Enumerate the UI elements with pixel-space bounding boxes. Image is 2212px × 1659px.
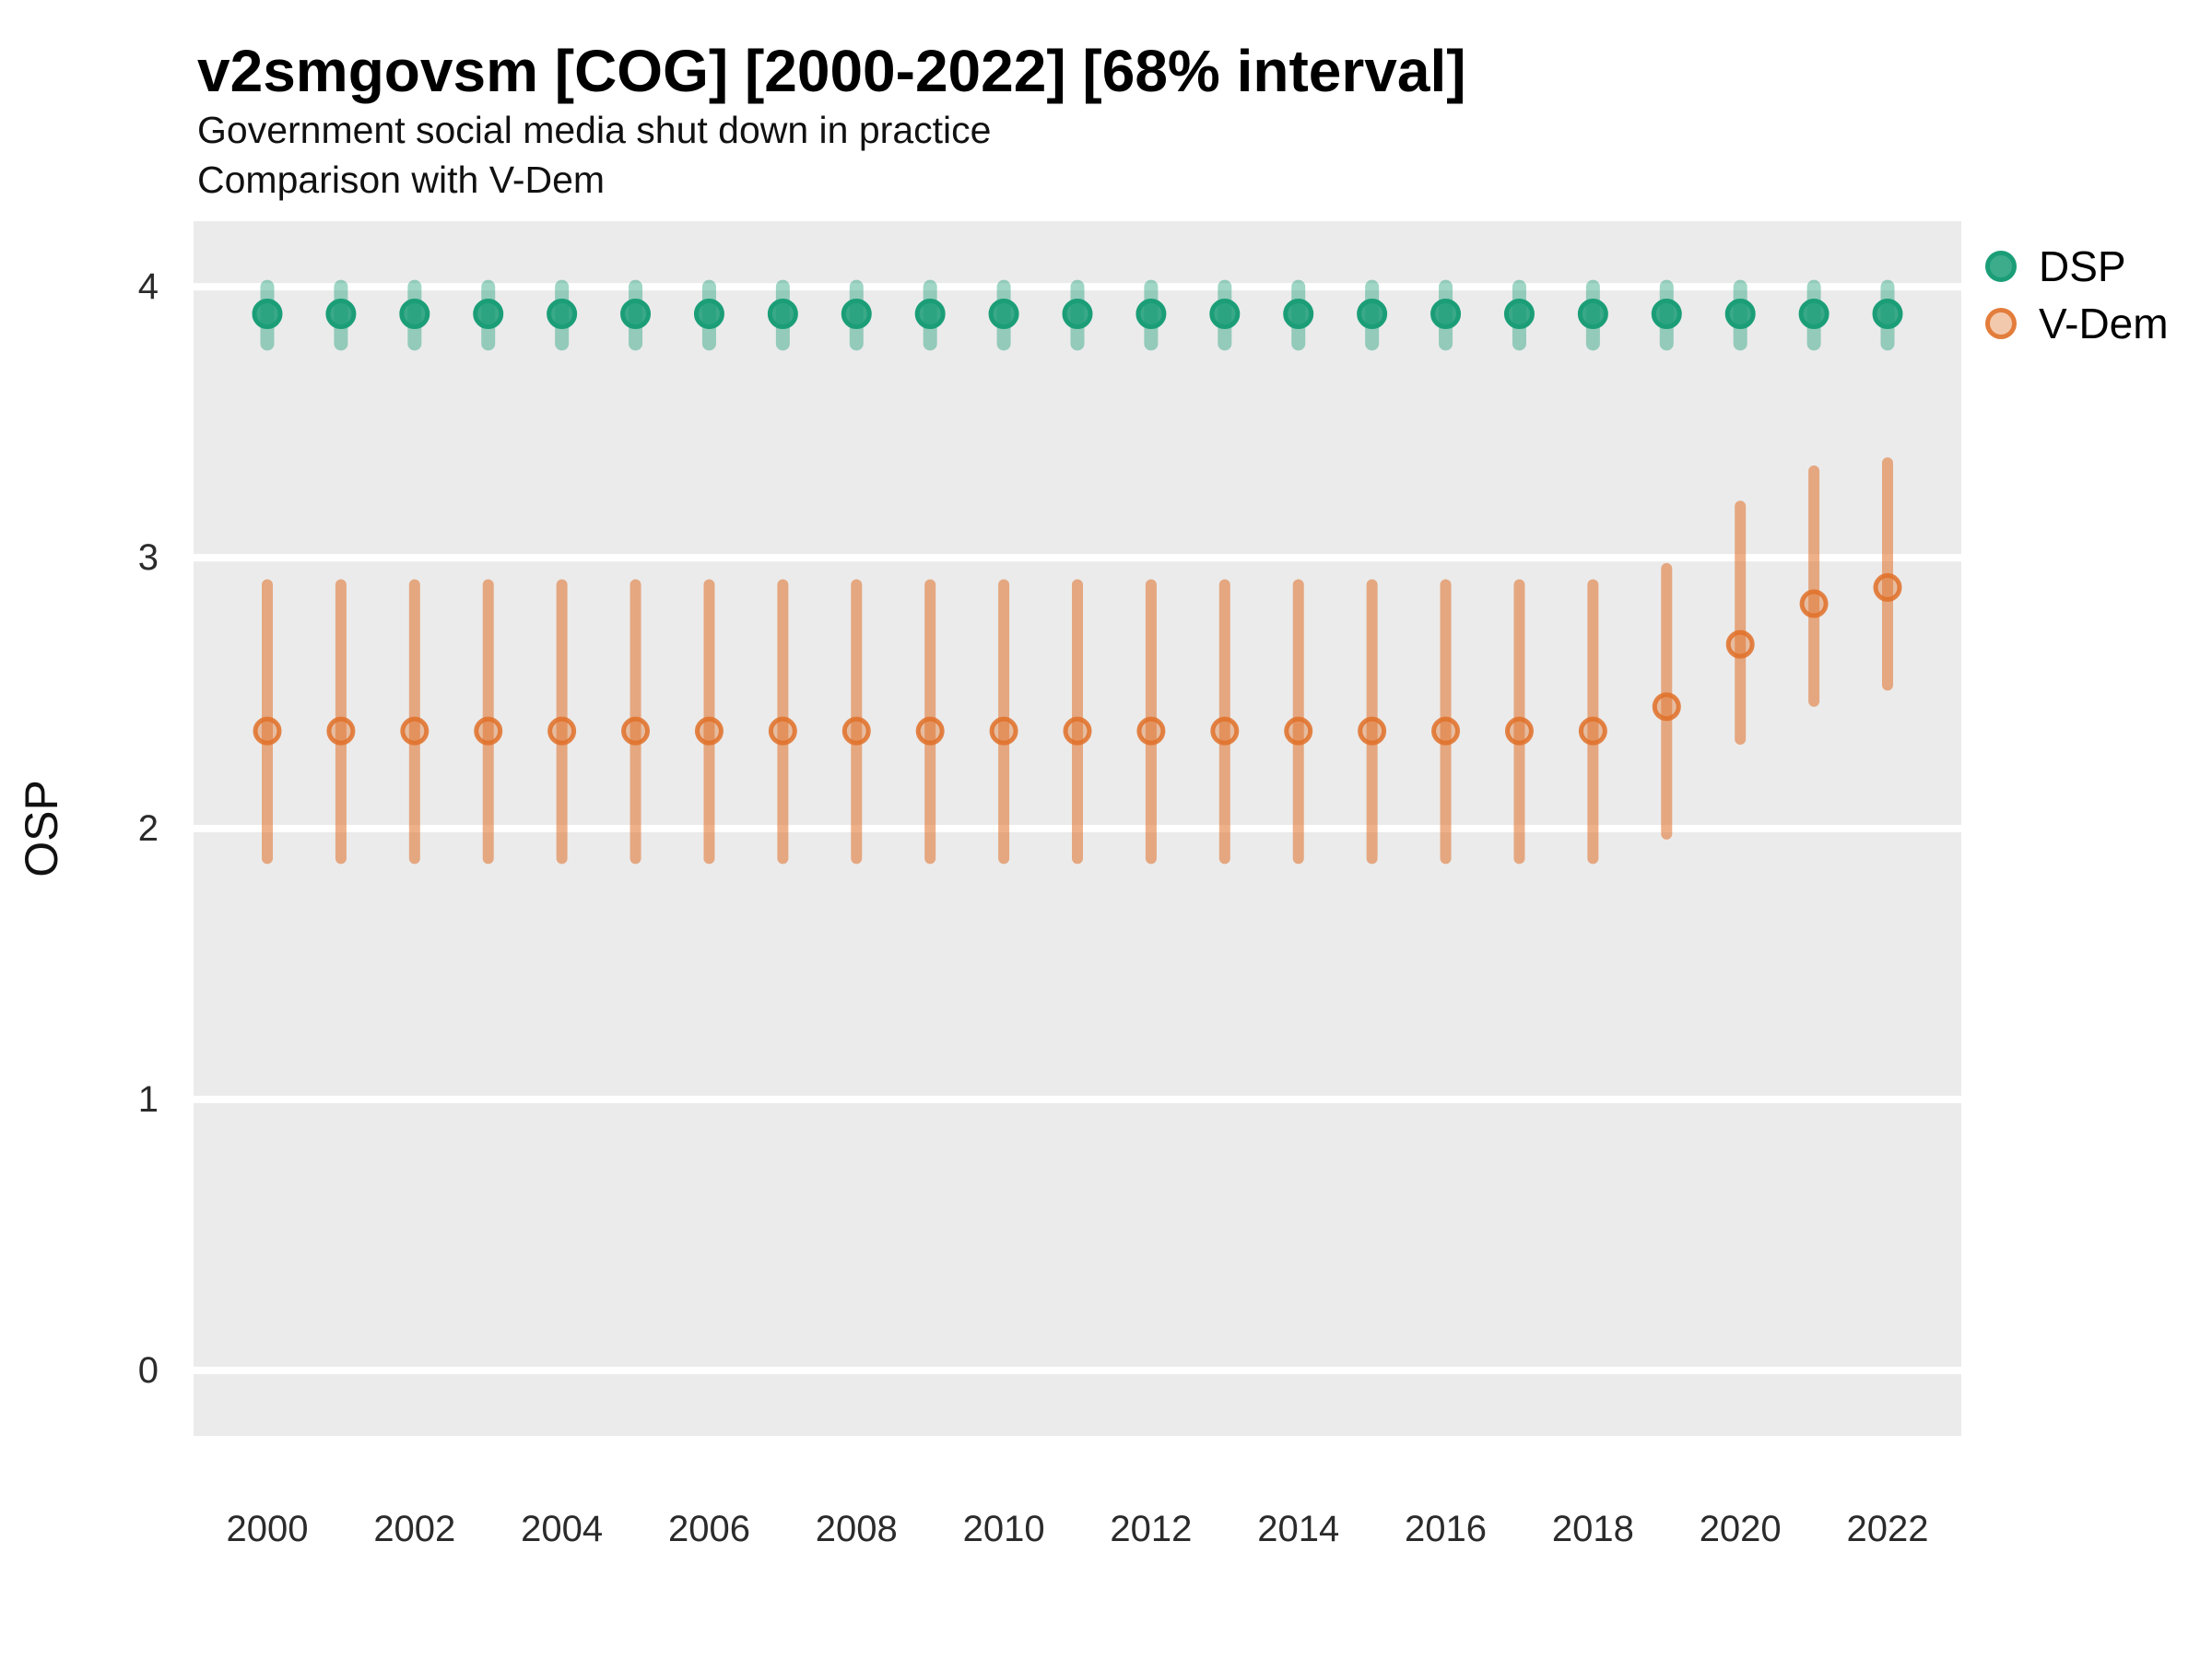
x-tick-label: 2016 (1405, 1509, 1487, 1549)
legend-item-vdem: V-Dem (1985, 302, 2169, 345)
x-tick-label: 2010 (963, 1509, 1045, 1549)
vdem-point (547, 716, 577, 746)
dsp-point (1724, 299, 1756, 330)
vdem-point (768, 716, 797, 746)
vdem-point (253, 716, 282, 746)
vdem-point (1284, 716, 1313, 746)
dsp-point (1209, 299, 1241, 330)
vdem-point (326, 716, 356, 746)
x-tick-label: 2022 (1847, 1509, 1929, 1549)
dsp-point (547, 299, 578, 330)
x-tick-label: 2004 (521, 1509, 603, 1549)
dsp-point (399, 299, 430, 330)
chart-subtitle: Government social media shut down in pra… (197, 109, 992, 151)
dsp-point (1503, 299, 1535, 330)
dsp-point (1062, 299, 1093, 330)
x-tick-label: 2002 (373, 1509, 455, 1549)
vdem-point (1652, 692, 1681, 722)
dsp-point (1651, 299, 1682, 330)
x-tick-label: 2006 (668, 1509, 750, 1549)
vdem-point (400, 716, 429, 746)
x-tick-label: 2012 (1110, 1509, 1192, 1549)
dsp-point (841, 299, 872, 330)
x-tick-label: 2020 (1700, 1509, 1782, 1549)
dsp-point (988, 299, 1019, 330)
legend-item-dsp: DSP (1985, 245, 2169, 288)
dsp-point (1577, 299, 1608, 330)
vdem-point (1358, 716, 1387, 746)
vdem-point (1725, 629, 1755, 659)
dsp-point (1135, 299, 1167, 330)
dsp-point (1283, 299, 1314, 330)
legend-label-dsp: DSP (2039, 242, 2126, 290)
y-tick-label: 4 (138, 266, 159, 307)
legend-label-vdem: V-Dem (2039, 300, 2169, 347)
dsp-point (1798, 299, 1830, 330)
vdem-point (989, 716, 1018, 746)
x-tick-label: 2014 (1257, 1509, 1339, 1549)
x-tick-label: 2000 (227, 1509, 309, 1549)
vdem-point-icon (1985, 308, 2017, 339)
chart-subtitle-2: Comparison with V-Dem (197, 159, 606, 201)
dsp-point (1872, 299, 1903, 330)
vdem-point (1210, 716, 1240, 746)
vdem-point (841, 716, 871, 746)
vdem-point (1799, 589, 1829, 618)
vdem-point (1136, 716, 1166, 746)
legend: DSP V-Dem (1985, 245, 2169, 345)
dsp-point (1357, 299, 1388, 330)
dsp-point (914, 299, 946, 330)
dsp-point (473, 299, 504, 330)
dsp-point (252, 299, 283, 330)
vdem-point (694, 716, 724, 746)
x-tick-label: 2008 (816, 1509, 898, 1549)
dsp-point (325, 299, 357, 330)
vdem-point (1063, 716, 1092, 746)
vdem-point (1578, 716, 1607, 746)
vdem-point (1873, 572, 1902, 602)
dsp-point (620, 299, 652, 330)
y-tick-label: 1 (138, 1079, 159, 1120)
vdem-point (621, 716, 651, 746)
dsp-point-icon (1985, 251, 2017, 282)
dsp-point (767, 299, 798, 330)
vdem-point (1431, 716, 1461, 746)
vdem-point (915, 716, 945, 746)
vdem-point (1504, 716, 1534, 746)
y-tick-label: 3 (138, 537, 159, 578)
dsp-point (693, 299, 724, 330)
chart-title: v2smgovsm [COG] [2000-2022] [68% interva… (197, 38, 1466, 104)
y-tick-label: 2 (138, 808, 159, 849)
dsp-point (1430, 299, 1462, 330)
vdem-point (474, 716, 503, 746)
y-axis-title: OSP (16, 780, 67, 877)
y-tick-label: 0 (138, 1350, 159, 1391)
x-tick-label: 2018 (1552, 1509, 1634, 1549)
